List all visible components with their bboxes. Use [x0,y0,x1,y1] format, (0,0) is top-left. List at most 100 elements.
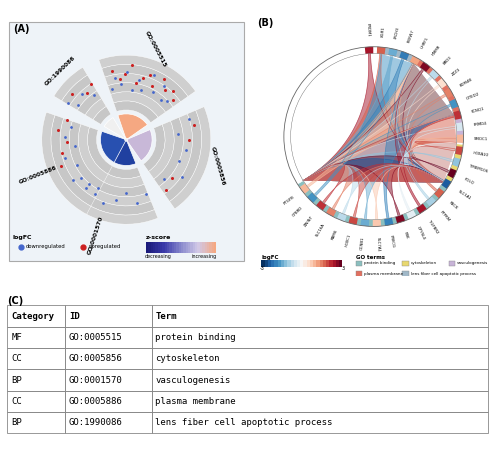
Text: vasculogenesis: vasculogenesis [156,375,230,384]
Bar [65,370,152,391]
Text: Term: Term [156,312,177,321]
Polygon shape [395,64,454,207]
Text: RBM6: RBM6 [331,229,339,241]
Text: HOXA10: HOXA10 [472,151,488,157]
Wedge shape [453,110,462,120]
Text: lens fiber cell apoptotic process: lens fiber cell apoptotic process [156,418,333,427]
Polygon shape [384,64,454,219]
Wedge shape [51,115,95,206]
Bar [274,260,278,267]
Polygon shape [303,53,443,182]
Text: KDM4B: KDM4B [460,78,473,88]
Wedge shape [127,130,152,161]
Bar [268,260,271,267]
Bar [288,260,290,267]
Wedge shape [381,47,416,63]
Wedge shape [70,83,97,110]
Text: CC: CC [12,354,22,363]
Bar [356,260,362,266]
Bar [264,260,268,267]
Wedge shape [365,47,374,54]
Wedge shape [326,207,336,217]
Bar [8,391,65,412]
Text: CITED2: CITED2 [466,92,480,101]
Bar [188,242,190,253]
Text: TMEM106: TMEM106 [469,164,488,174]
Wedge shape [426,196,436,207]
Bar [313,260,316,267]
Bar [290,260,294,267]
Text: GO:0005886: GO:0005886 [18,166,58,185]
Text: CC: CC [12,397,22,406]
Bar [65,412,152,433]
Wedge shape [88,127,112,174]
Bar [449,260,456,266]
Bar [8,370,65,391]
Wedge shape [148,121,174,179]
Bar [8,327,65,348]
Wedge shape [384,218,394,226]
Text: GO:1990086: GO:1990086 [69,418,122,427]
Wedge shape [85,160,144,188]
Text: (C): (C) [8,296,24,306]
Text: HOXC1: HOXC1 [345,233,352,247]
Wedge shape [410,56,420,66]
Bar [181,242,184,253]
Bar [320,260,323,267]
Wedge shape [62,75,92,106]
Text: cytoskeleton: cytoskeleton [410,261,436,265]
Wedge shape [372,220,381,226]
Bar [190,242,193,253]
Text: plasma membrane: plasma membrane [156,397,236,406]
Text: protein binding: protein binding [156,333,236,342]
Bar [271,260,274,267]
Bar [330,260,332,267]
Text: CYBRD: CYBRD [292,206,304,218]
Wedge shape [78,164,148,197]
Bar [152,348,487,370]
Wedge shape [154,117,184,186]
Wedge shape [102,64,188,102]
Bar [300,260,304,267]
Bar [198,242,200,253]
Polygon shape [303,152,454,182]
Wedge shape [449,99,458,109]
Bar [402,271,409,277]
Text: RECK: RECK [448,200,459,210]
Bar [172,242,174,253]
Polygon shape [303,104,451,182]
Bar [155,242,158,253]
Text: SMOC1: SMOC1 [474,137,488,141]
Text: MF: MF [12,333,22,342]
Bar [294,260,297,267]
Bar [214,242,216,253]
Wedge shape [114,101,158,123]
Polygon shape [303,85,443,182]
Wedge shape [54,179,158,224]
Polygon shape [303,126,456,182]
Text: DPYSL4: DPYSL4 [416,226,426,241]
Bar [150,242,153,253]
Bar [65,327,152,348]
Wedge shape [104,118,126,139]
Wedge shape [452,157,460,167]
Wedge shape [396,215,405,223]
Polygon shape [303,94,446,182]
Text: BRD3: BRD3 [442,56,452,66]
Wedge shape [316,200,326,211]
Text: GO:0005856: GO:0005856 [69,354,122,363]
Bar [8,348,65,370]
Bar [204,242,207,253]
Bar [306,260,310,267]
Bar [160,242,162,253]
Polygon shape [303,55,443,182]
Polygon shape [303,63,443,182]
Text: HMMR: HMMR [432,45,442,57]
Bar [336,260,339,267]
Bar [202,242,204,253]
Wedge shape [54,67,88,101]
Text: GO terms: GO terms [356,255,384,260]
Wedge shape [159,114,192,194]
Text: BP: BP [12,375,22,384]
Polygon shape [303,165,443,220]
